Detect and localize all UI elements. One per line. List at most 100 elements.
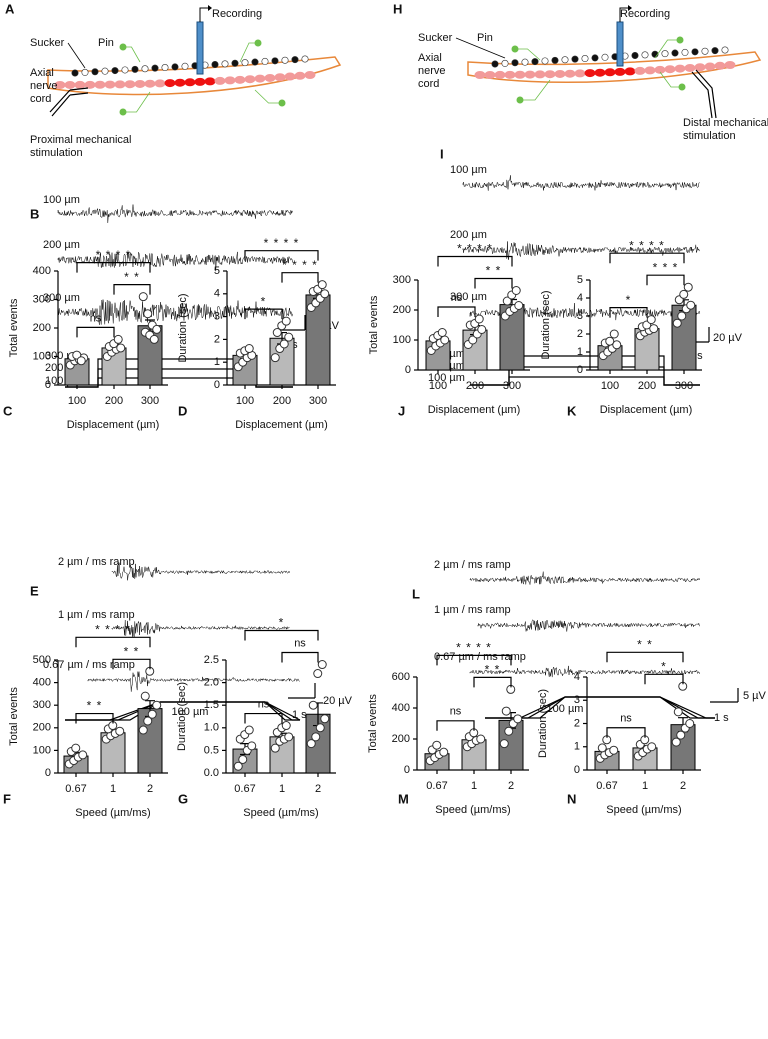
- data-point: [76, 356, 86, 366]
- data-point: [474, 314, 484, 324]
- y-tick-label: 100: [393, 334, 411, 346]
- data-point: [647, 742, 657, 752]
- sucker-bead: [591, 54, 599, 62]
- data-point: [138, 725, 148, 735]
- data-point: [673, 707, 683, 717]
- data-point: [143, 716, 153, 726]
- significance-label: * * * *: [282, 258, 318, 272]
- stimulus-step: [470, 376, 700, 386]
- panel-letter: L: [412, 586, 420, 601]
- trace-label: 300 µm: [450, 291, 487, 303]
- data-point: [233, 761, 243, 771]
- nerve-cell: [694, 63, 706, 72]
- pin-label: Pin: [477, 32, 493, 44]
- sucker-bead: [571, 55, 579, 63]
- data-point: [270, 353, 280, 363]
- y-tick-label: 3: [577, 310, 583, 322]
- data-point: [437, 328, 447, 337]
- y-tick-label: 200: [33, 722, 51, 734]
- recording-label: Recording: [212, 8, 262, 20]
- y-tick-label: 100: [33, 744, 51, 756]
- x-tick-label: 2: [147, 783, 153, 795]
- trace-label: 2 µm / ms ramp: [58, 556, 135, 568]
- significance-bracket: [436, 654, 512, 666]
- stimulus-ramp: [65, 701, 301, 721]
- scale-label: 1 s: [714, 712, 729, 724]
- data-point: [511, 286, 521, 295]
- sucker-bead: [681, 48, 689, 56]
- nerve-cell: [704, 62, 716, 71]
- data-point: [116, 343, 126, 353]
- nerve-cell: [184, 78, 196, 87]
- sucker-bead: [261, 57, 269, 65]
- data-point: [686, 300, 696, 310]
- x-tick-label: 0.67: [65, 783, 86, 795]
- sucker-bead: [121, 66, 129, 74]
- data-point: [685, 719, 695, 728]
- nerve-cell: [584, 69, 596, 78]
- significance-bracket: [244, 250, 319, 261]
- stimulator: [49, 87, 89, 117]
- x-tick-label: 1: [471, 780, 477, 792]
- nerve-cell: [244, 75, 256, 84]
- y-tick-label: 300: [393, 274, 411, 286]
- y-tick-label: 400: [33, 265, 51, 277]
- significance-bracket: [606, 727, 646, 738]
- sucker-bead: [161, 64, 169, 72]
- worm-diagram: [455, 5, 762, 119]
- data-point: [320, 714, 330, 724]
- cord-label: nerve: [418, 65, 446, 77]
- panel-letter: D: [178, 403, 187, 418]
- pin-head: [676, 36, 684, 44]
- nerve-cell: [154, 79, 166, 88]
- y-tick-label: 3: [574, 694, 580, 706]
- panel-letter: K: [567, 403, 577, 418]
- y-tick-label: 1.5: [204, 699, 219, 711]
- panel-letter: G: [178, 791, 188, 806]
- x-tick-label: 100: [429, 380, 447, 392]
- sucker-bead: [111, 67, 119, 75]
- data-point: [501, 706, 511, 716]
- trace-label: 1 µm / ms ramp: [58, 609, 135, 621]
- data-point: [143, 309, 153, 319]
- nerve-cell: [84, 80, 96, 89]
- panel-letter: H: [393, 1, 402, 16]
- scale-label: 1 s: [292, 709, 307, 721]
- data-point: [679, 289, 689, 299]
- y-tick-label: 5: [577, 274, 583, 286]
- sucker-bead: [211, 60, 219, 68]
- y-tick-label: 500: [33, 654, 51, 666]
- significance-bracket: [436, 720, 475, 731]
- x-axis-label: Speed (µm/ms): [606, 804, 681, 816]
- y-tick-label: 0: [45, 767, 51, 779]
- y-tick-label: 2.5: [204, 654, 219, 666]
- data-point: [677, 311, 687, 321]
- data-point: [609, 745, 619, 755]
- data-point: [672, 318, 682, 328]
- recording-wire: [619, 7, 628, 22]
- data-point: [514, 301, 524, 310]
- sucker-bead: [301, 55, 309, 63]
- nerve-cell: [104, 80, 116, 89]
- panel-letter: J: [398, 403, 405, 418]
- data-point: [440, 335, 450, 345]
- data-point: [78, 750, 88, 760]
- sucker-bead: [491, 60, 499, 68]
- nerve-cell: [124, 80, 136, 89]
- y-tick-label: 2: [577, 328, 583, 340]
- x-axis-label: Displacement (µm): [428, 404, 521, 416]
- pin-head: [516, 96, 524, 104]
- arrow-head: [208, 5, 212, 11]
- x-axis-label: Speed (µm/ms): [75, 807, 150, 819]
- y-tick-label: 300: [33, 699, 51, 711]
- y-tick-label: 0: [574, 764, 580, 776]
- x-tick-label: 0.67: [596, 780, 617, 792]
- sucker-bead: [281, 56, 289, 64]
- significance-bracket: [437, 306, 476, 317]
- y-tick-label: 4: [574, 671, 580, 683]
- sucker-bead: [91, 68, 99, 76]
- trace-label: 200 µm: [43, 239, 80, 251]
- y-tick-label: 1: [574, 741, 580, 753]
- significance-bracket: [244, 712, 283, 724]
- data-point: [504, 726, 514, 736]
